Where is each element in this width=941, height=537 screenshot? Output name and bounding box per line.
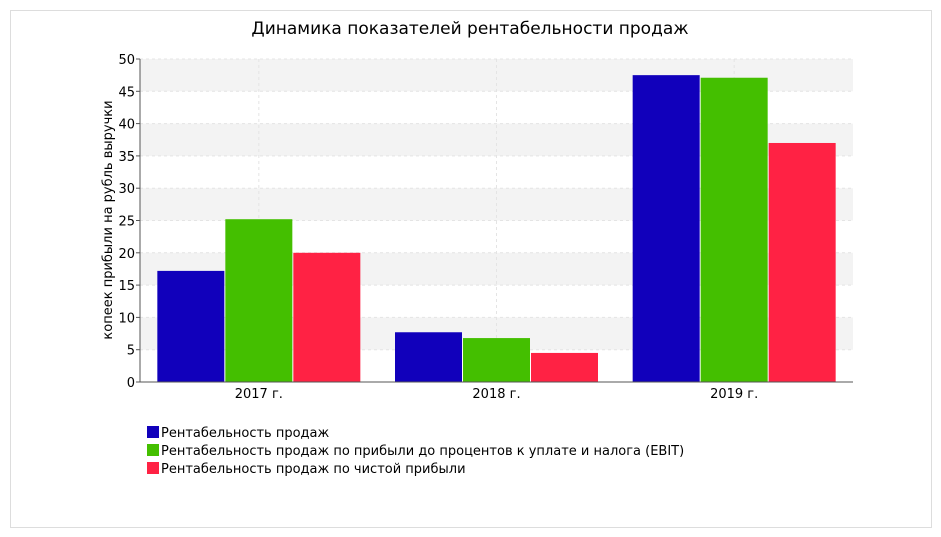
bar-2-2017 г. (225, 219, 293, 382)
y-tick-label: 40 (118, 118, 135, 133)
bar-1-2017 г. (157, 270, 225, 382)
bar-2-2019 г. (700, 77, 768, 382)
bar-1-2019 г. (632, 75, 700, 383)
legend-label: Рентабельность продаж по чистой прибыли (161, 462, 466, 477)
bar-1-2018 г. (395, 332, 462, 382)
x-tick-label: 2017 г. (235, 387, 283, 402)
legend-label: Рентабельность продаж по прибыли до проц… (161, 444, 684, 459)
y-tick-label: 10 (118, 311, 135, 326)
x-tick-label: 2019 г. (710, 387, 758, 402)
legend-swatch (147, 426, 159, 438)
bar-3-2017 г. (293, 252, 361, 382)
chart-title: Динамика показателей рентабельности прод… (251, 19, 688, 39)
y-tick-label: 35 (118, 150, 135, 165)
bar-2-2018 г. (463, 338, 530, 382)
bar-3-2018 г. (531, 352, 598, 382)
legend-swatch (147, 444, 159, 456)
y-tick-label: 15 (118, 279, 135, 294)
y-tick-label: 50 (118, 53, 135, 68)
y-tick-label: 30 (118, 182, 135, 197)
y-tick-label: 20 (118, 247, 135, 262)
legend-swatch (147, 462, 159, 474)
y-tick-label: 45 (118, 85, 135, 100)
y-tick-label: 0 (127, 376, 135, 391)
bar-3-2019 г. (768, 142, 836, 382)
legend-label: Рентабельность продаж (161, 426, 329, 441)
x-tick-label: 2018 г. (472, 387, 520, 402)
y-axis-label: копеек прибыли на рубль выручки (101, 100, 116, 339)
y-tick-label: 25 (118, 215, 135, 230)
y-tick-label: 5 (127, 344, 135, 359)
